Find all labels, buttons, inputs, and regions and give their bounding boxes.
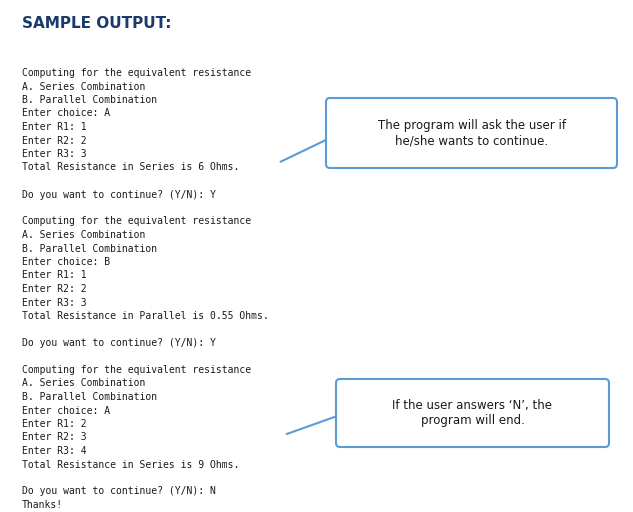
Text: B. Parallel Combination: B. Parallel Combination [22,244,157,253]
Text: Enter R2: 2: Enter R2: 2 [22,284,87,294]
Text: B. Parallel Combination: B. Parallel Combination [22,95,157,105]
Text: Enter R2: 2: Enter R2: 2 [22,136,87,145]
Text: Enter R1: 2: Enter R1: 2 [22,419,87,429]
Text: A. Series Combination: A. Series Combination [22,378,146,389]
Text: SAMPLE OUTPUT:: SAMPLE OUTPUT: [22,16,172,31]
Text: Enter R3: 3: Enter R3: 3 [22,149,87,159]
Text: Total Resistance in Series is 6 Ohms.: Total Resistance in Series is 6 Ohms. [22,162,239,173]
Text: Do you want to continue? (Y/N): N: Do you want to continue? (Y/N): N [22,486,216,497]
Text: Enter R2: 3: Enter R2: 3 [22,433,87,442]
Text: Computing for the equivalent resistance: Computing for the equivalent resistance [22,365,251,375]
Text: Computing for the equivalent resistance: Computing for the equivalent resistance [22,68,251,78]
Text: B. Parallel Combination: B. Parallel Combination [22,392,157,402]
Text: Enter choice: A: Enter choice: A [22,406,110,416]
Text: The program will ask the user if
he/she wants to continue.: The program will ask the user if he/she … [377,119,565,147]
Text: If the user answers ‘N’, the
program will end.: If the user answers ‘N’, the program wil… [392,399,553,427]
Text: Enter R3: 3: Enter R3: 3 [22,297,87,308]
Text: A. Series Combination: A. Series Combination [22,230,146,240]
Text: Thanks!: Thanks! [22,500,63,510]
FancyBboxPatch shape [326,98,617,168]
Text: Enter choice: B: Enter choice: B [22,257,110,267]
Text: Do you want to continue? (Y/N): Y: Do you want to continue? (Y/N): Y [22,189,216,200]
Text: Enter R1: 1: Enter R1: 1 [22,122,87,132]
Text: Total Resistance in Parallel is 0.55 Ohms.: Total Resistance in Parallel is 0.55 Ohm… [22,311,269,321]
Text: A. Series Combination: A. Series Combination [22,81,146,92]
FancyBboxPatch shape [336,379,609,447]
Text: Computing for the equivalent resistance: Computing for the equivalent resistance [22,217,251,226]
Text: Enter choice: A: Enter choice: A [22,109,110,118]
Text: Total Resistance in Series is 9 Ohms.: Total Resistance in Series is 9 Ohms. [22,459,239,470]
Text: Enter R1: 1: Enter R1: 1 [22,270,87,281]
Text: Do you want to continue? (Y/N): Y: Do you want to continue? (Y/N): Y [22,338,216,348]
Text: Enter R3: 4: Enter R3: 4 [22,446,87,456]
